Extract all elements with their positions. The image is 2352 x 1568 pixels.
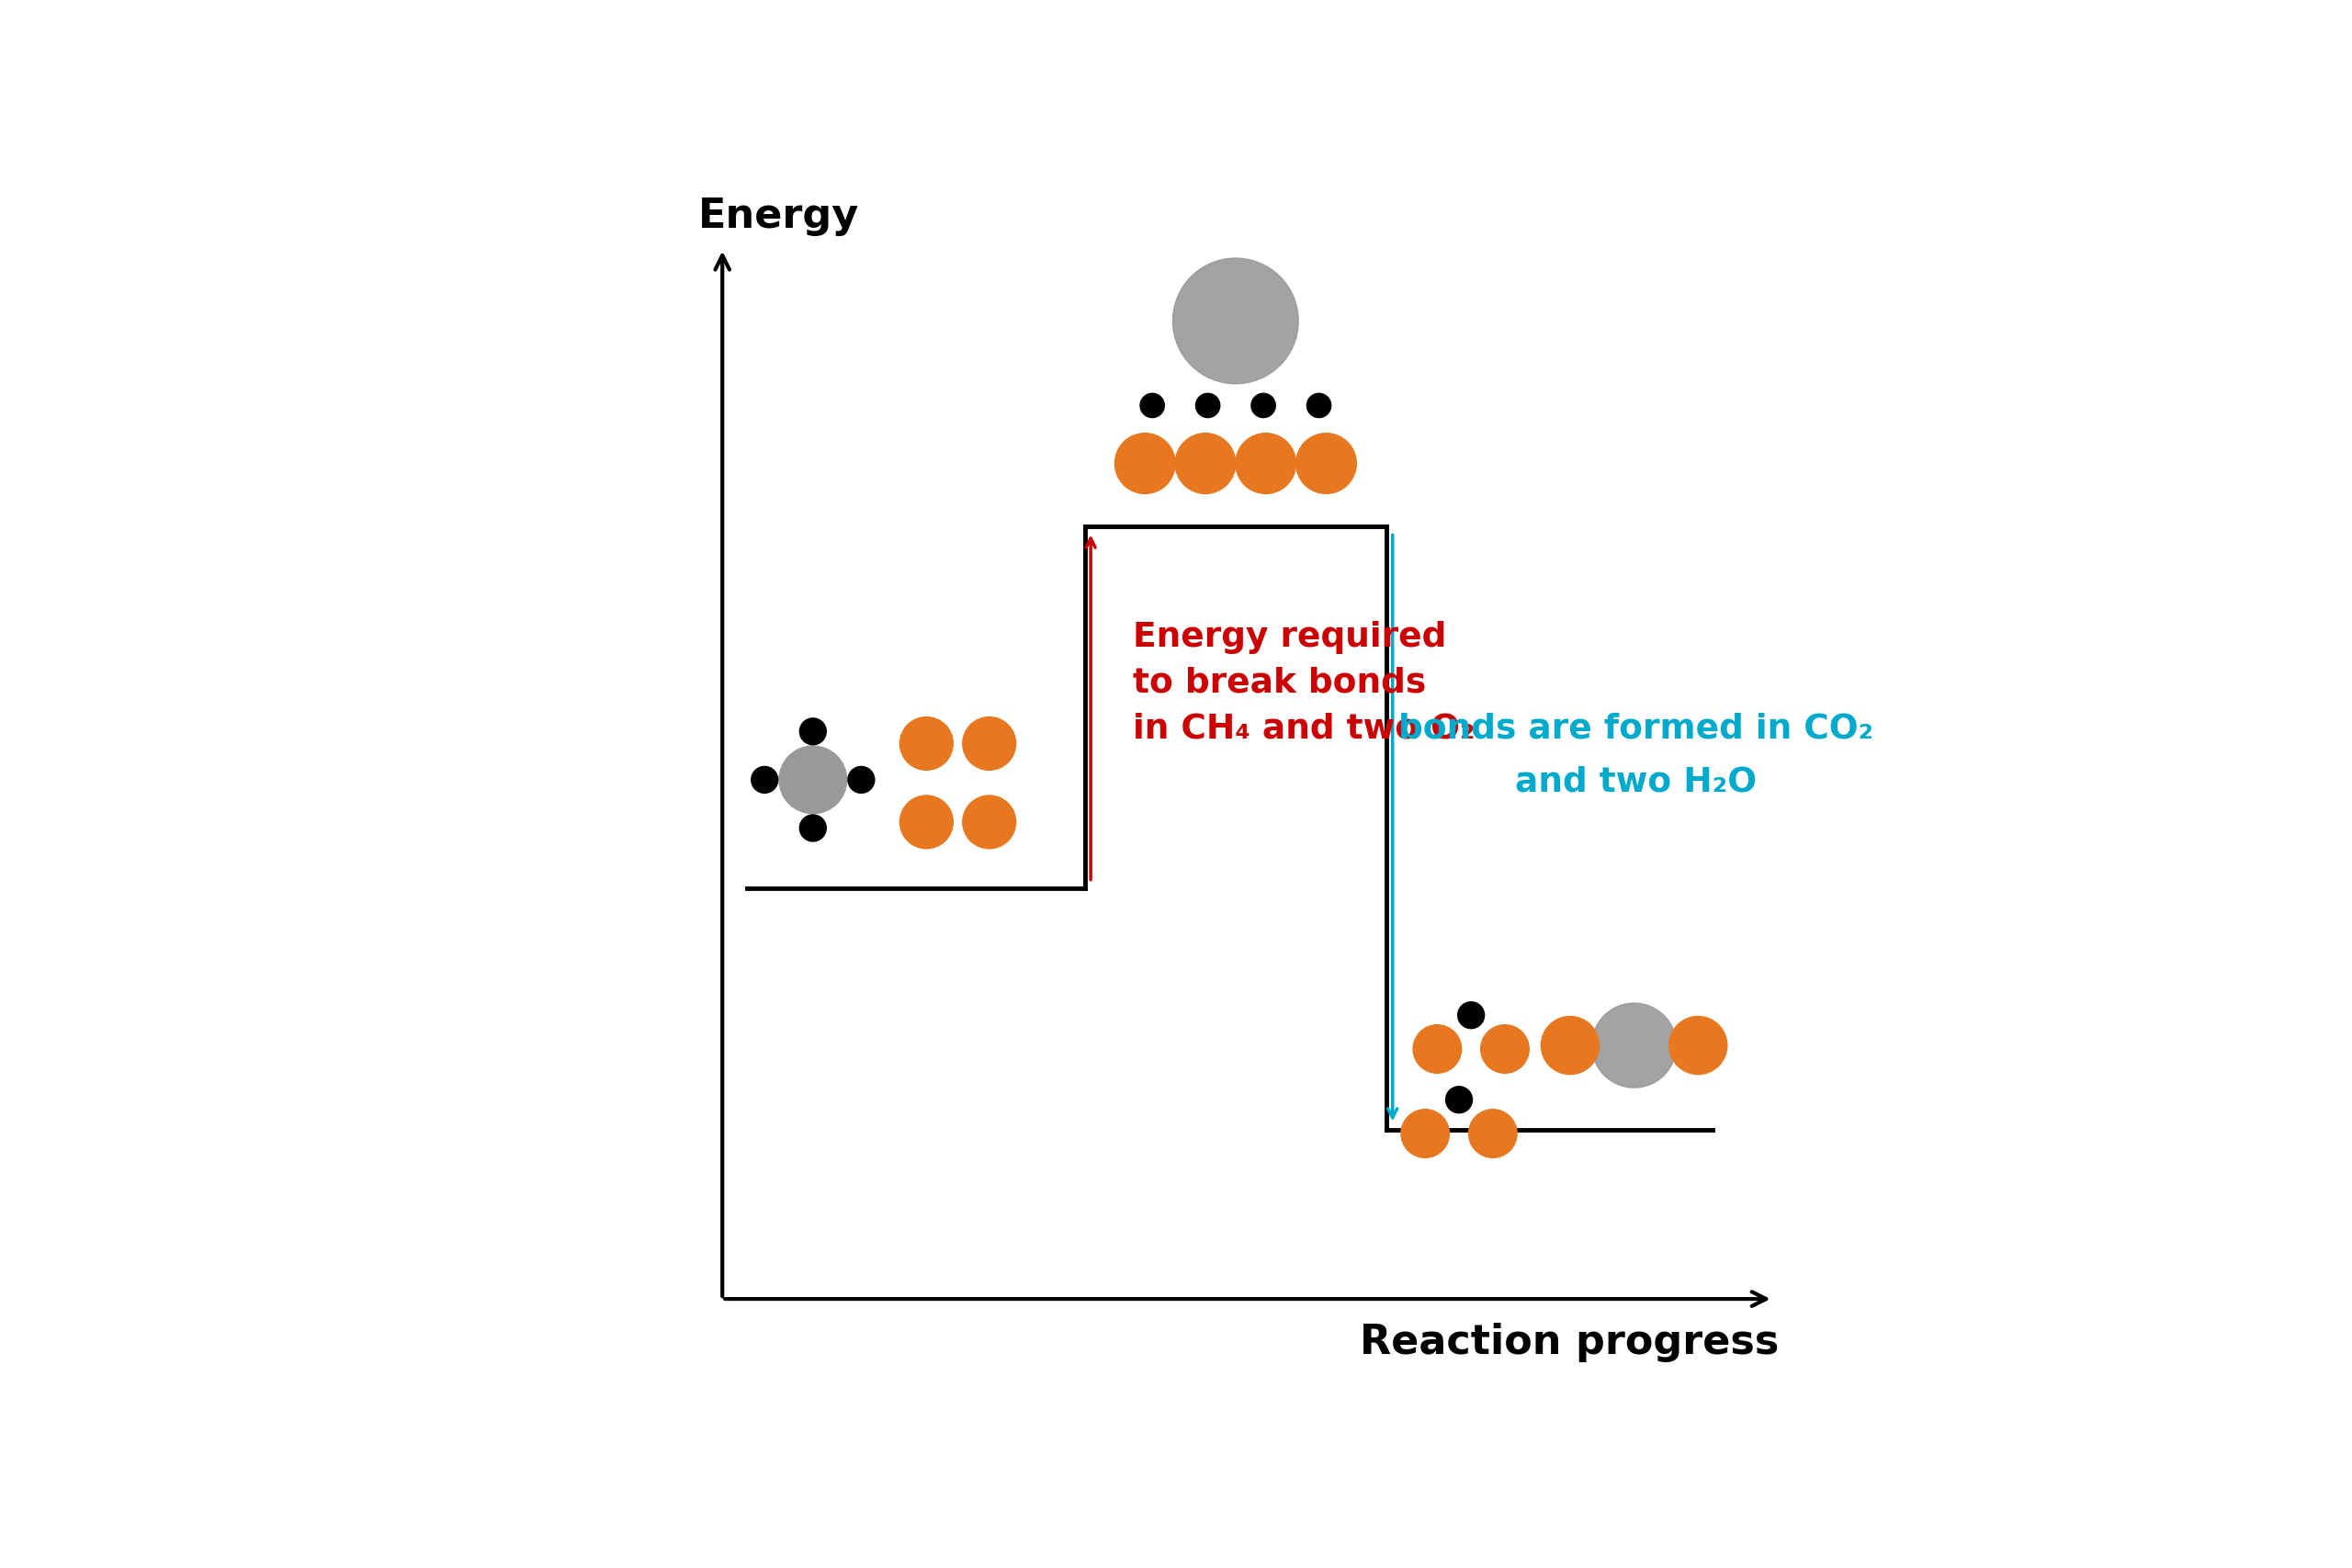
Circle shape [1141,394,1164,417]
Circle shape [750,767,779,793]
Circle shape [1174,259,1298,384]
Circle shape [1176,433,1235,494]
Circle shape [1235,433,1296,494]
Text: Reaction progress: Reaction progress [1359,1323,1778,1363]
Circle shape [901,795,953,848]
Circle shape [1468,1110,1517,1157]
Text: Energy: Energy [699,198,858,237]
Text: Energy required
to break bonds
in CH₄ and two O₂: Energy required to break bonds in CH₄ an… [1134,621,1475,746]
Circle shape [800,815,826,842]
Circle shape [1670,1016,1726,1074]
Circle shape [1308,394,1331,417]
Circle shape [962,717,1016,770]
Circle shape [1402,1110,1449,1157]
Circle shape [779,746,847,814]
Circle shape [1446,1087,1472,1113]
Circle shape [1458,1002,1484,1029]
Circle shape [800,718,826,745]
Circle shape [901,717,953,770]
Circle shape [1482,1025,1529,1073]
Circle shape [849,767,875,793]
Circle shape [1115,433,1176,494]
Circle shape [1296,433,1357,494]
Circle shape [962,795,1016,848]
Circle shape [1592,1004,1677,1088]
Circle shape [1195,394,1221,417]
Circle shape [1414,1025,1461,1073]
Circle shape [1251,394,1275,417]
Circle shape [1541,1016,1599,1074]
Text: bonds are formed in CO₂
and two H₂O: bonds are formed in CO₂ and two H₂O [1399,712,1875,800]
